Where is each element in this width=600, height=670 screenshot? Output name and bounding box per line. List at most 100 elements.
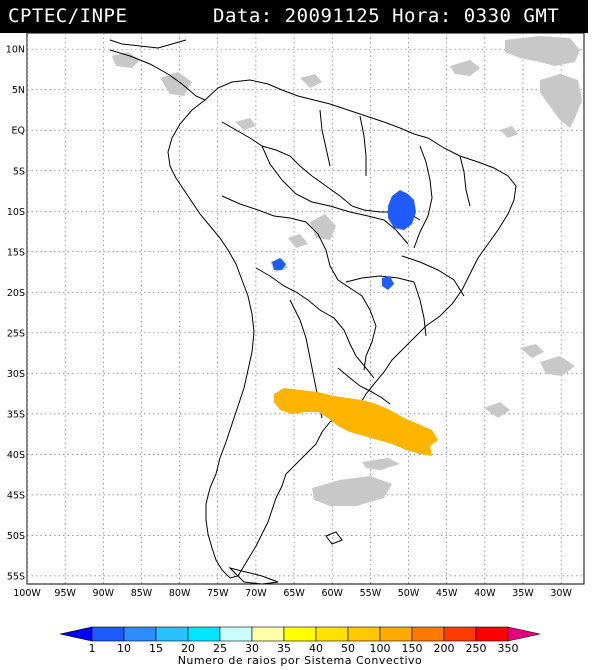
legend-tick-label: 25: [213, 642, 227, 655]
cloud-area: [160, 72, 192, 96]
convective-systems: [272, 190, 438, 456]
legend-color-swatch: [347, 626, 381, 642]
lon-tick-label: 40W: [474, 588, 496, 599]
country-border: [359, 115, 367, 176]
lat-tick-label: 40S: [7, 450, 25, 461]
country-border: [221, 121, 353, 207]
cloud-area: [235, 118, 256, 130]
country-border: [413, 281, 427, 337]
lon-tick-label: 80W: [169, 588, 191, 599]
cloud-area: [540, 356, 575, 376]
lat-tick-label: EQ: [12, 126, 25, 137]
lon-tick-label: 95W: [54, 588, 76, 599]
cloud-cover: [112, 36, 582, 506]
lat-tick-label: 10N: [6, 45, 25, 56]
lightning-cell-blue: [382, 276, 394, 290]
cloud-area: [112, 52, 140, 68]
legend-color-swatch: [443, 626, 477, 642]
header-bar: CPTEC/INPE Data: 20091125 Hora: 0330 GMT: [0, 0, 588, 33]
central-america-coast: [109, 39, 187, 49]
legend-color-swatch: [251, 626, 285, 642]
country-border: [319, 109, 331, 167]
legend-color-swatch: [475, 626, 509, 642]
legend-tick-label: 30: [245, 642, 259, 655]
lon-tick-label: 30W: [550, 588, 572, 599]
legend-tick-label: 250: [466, 642, 487, 655]
country-border: [459, 155, 471, 207]
legend-tick-label: 350: [498, 642, 519, 655]
lon-tick-label: 45W: [436, 588, 458, 599]
lon-tick-label: 85W: [131, 588, 153, 599]
central-america-coast: [109, 49, 206, 101]
legend-color-swatch: [59, 626, 93, 642]
lightning-cell-orange: [274, 388, 438, 456]
country-border: [401, 255, 465, 297]
legend-tick-label: 10: [117, 642, 131, 655]
lon-tick-label: 35W: [512, 588, 534, 599]
cloud-area: [312, 476, 392, 506]
lat-tick-label: 55S: [7, 571, 25, 582]
header-source: CPTEC/INPE: [8, 5, 128, 27]
legend-tick-label: 50: [341, 642, 355, 655]
legend-tick-label: 150: [402, 642, 423, 655]
legend-tick-label: 40: [309, 642, 323, 655]
legend-color-swatch: [155, 626, 189, 642]
lat-tick-label: 45S: [7, 490, 25, 501]
lightning-cell-blue: [272, 258, 286, 270]
cloud-area: [505, 36, 580, 66]
legend-tick-label: 100: [370, 642, 391, 655]
legend-tick-label: 20: [181, 642, 195, 655]
lat-tick-label: 30S: [7, 369, 25, 380]
lat-tick-label: 50S: [7, 531, 25, 542]
lat-tick-label: 15S: [7, 247, 25, 258]
falklands-coast: [325, 531, 343, 545]
lightning-cell-blue: [388, 190, 416, 230]
lat-tick-label: 5S: [13, 166, 25, 177]
lat-tick-label: 35S: [7, 409, 25, 420]
legend-color-swatch: [91, 626, 125, 642]
lon-tick-label: 70W: [245, 588, 267, 599]
legend-color-swatch: [315, 626, 349, 642]
cloud-area: [450, 60, 480, 76]
tierra-del-fuego-coast: [228, 567, 279, 584]
lon-tick-label: 55W: [360, 588, 382, 599]
axis-labels: 10N 5N EQ 5S 10S 15S 20S 25S 30S 35S 40S 45S 50S 55S 1…: [6, 45, 573, 599]
legend-tick-label: 15: [149, 642, 163, 655]
header-datetime: Data: 20091125 Hora: 0330 GMT: [213, 5, 560, 27]
lightning-count-legend: 1 10 15 20 25 30 35 40 50 100 150 200 250 350 Numero d…: [59, 626, 541, 667]
lon-tick-label: 100W: [13, 588, 41, 599]
lon-tick-label: 60W: [321, 588, 343, 599]
lat-tick-label: 20S: [7, 288, 25, 299]
country-border: [413, 145, 433, 249]
lon-tick-label: 65W: [283, 588, 305, 599]
cloud-area: [310, 214, 336, 240]
legend-color-swatch: [507, 626, 541, 642]
country-border: [261, 145, 409, 245]
map-frame: [26, 32, 585, 585]
country-border: [345, 275, 415, 283]
country-border: [255, 267, 375, 379]
legend-color-swatch: [379, 626, 413, 642]
lon-tick-label: 90W: [93, 588, 115, 599]
legend-color-swatch: [187, 626, 221, 642]
cloud-area: [362, 458, 400, 470]
legend-color-swatch: [411, 626, 445, 642]
cloud-area: [540, 74, 582, 128]
legend-tick-label: 200: [434, 642, 455, 655]
cloud-area: [300, 74, 322, 88]
cloud-area: [288, 234, 308, 248]
country-border: [221, 195, 377, 371]
legend-tick-label: 1: [89, 642, 96, 655]
country-border: [337, 367, 391, 405]
cloud-area: [484, 402, 510, 418]
south-america-coast: [167, 79, 517, 579]
legend-title: Numero de raios por Sistema Convectivo: [178, 654, 423, 667]
lon-tick-label: 75W: [207, 588, 229, 599]
lat-tick-label: 10S: [7, 207, 25, 218]
lon-tick-label: 50W: [398, 588, 420, 599]
legend-tick-label: 35: [277, 642, 291, 655]
cloud-area: [500, 126, 518, 138]
cloud-area: [520, 344, 544, 358]
legend-color-swatch: [219, 626, 253, 642]
